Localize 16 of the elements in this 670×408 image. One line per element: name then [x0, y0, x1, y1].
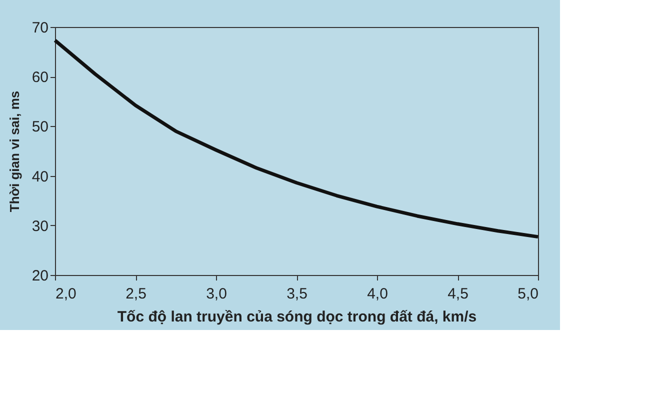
- x-tick-label: 2,5: [126, 286, 146, 302]
- y-tick-label: 30: [32, 218, 48, 235]
- x-tick-label: 5,0: [518, 286, 538, 302]
- x-tick-label: 3,0: [206, 286, 227, 302]
- y-tick-label: 70: [32, 20, 48, 36]
- y-tick-label: 60: [32, 69, 48, 86]
- y-tick-label: 50: [32, 118, 48, 136]
- x-tick-label: 4,0: [367, 286, 388, 302]
- y-axis-title: Thời gian vi sai, ms: [6, 90, 22, 212]
- x-tick-label: 3,5: [286, 286, 308, 302]
- y-tick-label: 40: [32, 168, 48, 186]
- y-tick-label: 20: [32, 268, 48, 284]
- line-series: [53, 38, 540, 239]
- x-tick-label: 2,0: [56, 286, 76, 302]
- x-axis-title: Tốc độ lan truyền của sóng dọc trong đất đá, km/s: [117, 308, 477, 326]
- x-tick-label: 4,5: [448, 286, 468, 302]
